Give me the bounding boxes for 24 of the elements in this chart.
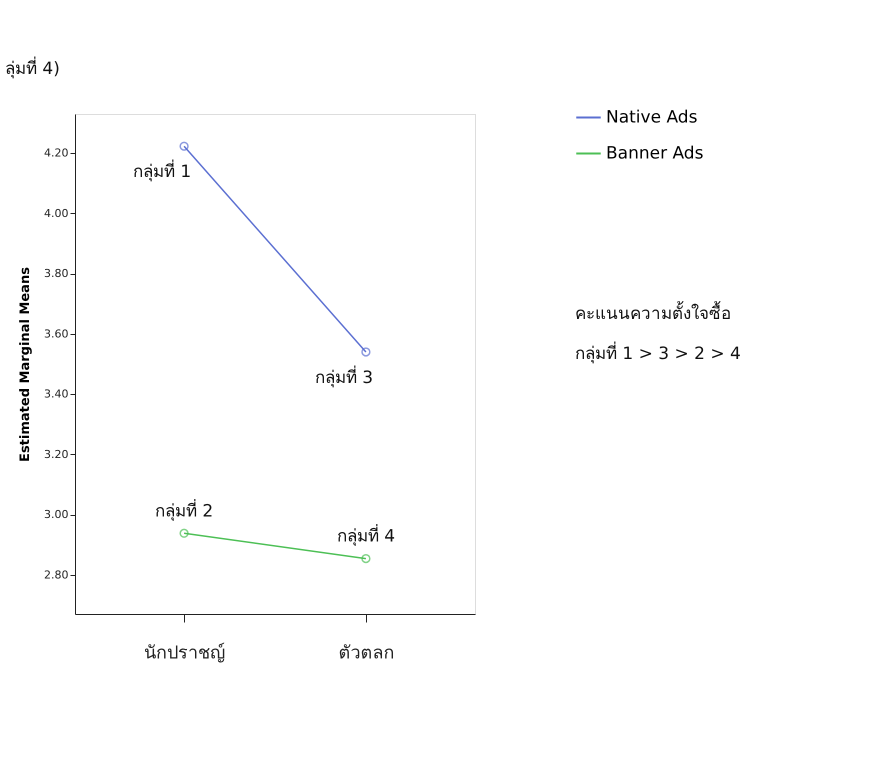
y-tick-label: 3.60 (44, 327, 68, 340)
y-axis-title: Estimated Marginal Means (18, 266, 34, 462)
y-tick-label: 3.80 (44, 267, 68, 280)
annotation: กลุ่มที่ 4 (336, 524, 396, 547)
legend-label: Native Ads (606, 108, 698, 128)
y-tick-label: 3.40 (44, 388, 68, 401)
text: ลุ่มที่ 4) (5, 56, 60, 79)
point (179, 142, 189, 151)
x-tick-label: นักปราชญ์ (144, 642, 226, 664)
y-tick-label: 2.80 (44, 568, 68, 582)
annotation: กลุ่มที่ 3 (314, 364, 374, 388)
text: กลุ่มที่ 1 > 3 > 2 > 4 (575, 341, 741, 364)
annotation: กลุ่มที่ 1 (132, 159, 192, 182)
point (179, 528, 189, 538)
y-tick-label: 4.20 (44, 146, 68, 160)
y-tick-label: 3.00 (44, 508, 68, 522)
point (361, 554, 371, 564)
y-tick-label: 4.00 (44, 206, 68, 220)
annotation: กลุ่มที่ 2 (154, 498, 214, 522)
point (361, 347, 371, 357)
y-tick-label: 3.20 (44, 448, 68, 461)
x-tick-label: ตัวตลก (338, 642, 394, 664)
text: คะแนนความตั้งใจซื้อ (575, 301, 731, 324)
legend-label: Banner Ads (606, 144, 704, 164)
